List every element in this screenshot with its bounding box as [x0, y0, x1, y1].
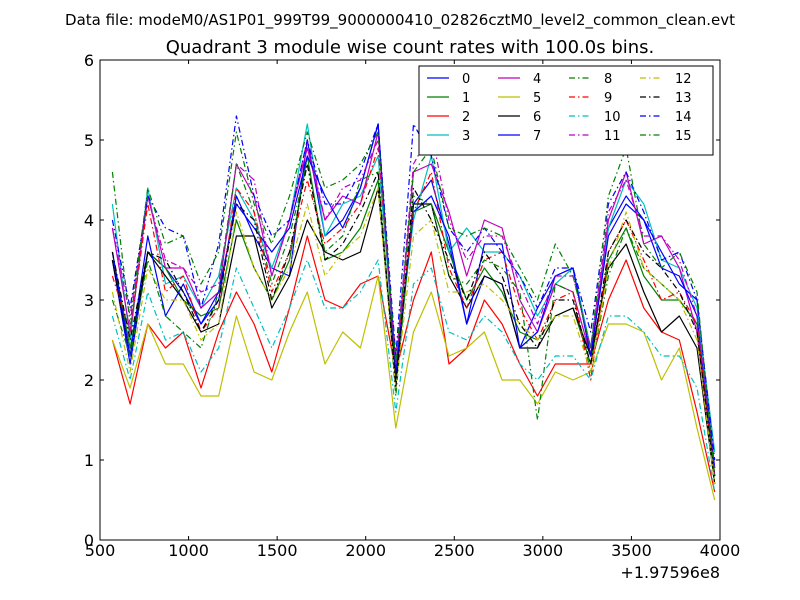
x-tick-label: 1000 [168, 541, 209, 560]
series-line-12 [111, 187, 716, 485]
legend-label-13: 13 [675, 91, 692, 106]
y-tick-label: 5 [84, 131, 94, 150]
series-line-5 [111, 275, 716, 501]
x-tick-label: 2000 [345, 541, 386, 560]
x-tick-label: 3500 [611, 541, 652, 560]
legend-label-4: 4 [533, 72, 541, 87]
y-tick-label: 1 [84, 451, 94, 470]
y-tick-label: 2 [84, 371, 94, 390]
series-layer [111, 115, 716, 501]
legend-label-9: 9 [604, 91, 612, 106]
legend-label-11: 11 [604, 129, 621, 144]
series-line-14 [111, 115, 716, 461]
chart-title: Quadrant 3 module wise count rates with … [166, 37, 655, 58]
series-line-6 [111, 187, 716, 485]
series-line-11 [111, 131, 716, 469]
legend-label-1: 1 [462, 91, 470, 106]
legend-label-3: 3 [462, 129, 470, 144]
x-offset-label: +1.97596e8 [620, 563, 720, 582]
figure-suptitle: Data file: modeM0/AS1P01_999T99_90000004… [65, 11, 735, 30]
series-line-13 [111, 163, 716, 477]
series-line-4 [111, 131, 716, 477]
legend-label-10: 10 [604, 110, 621, 125]
x-tick-label: 1500 [257, 541, 298, 560]
legend-frame [418, 65, 714, 156]
legend-label-5: 5 [533, 91, 541, 106]
legend-label-7: 7 [533, 129, 541, 144]
legend-label-6: 6 [533, 110, 541, 125]
legend-label-15: 15 [675, 129, 692, 144]
legend-label-8: 8 [604, 72, 612, 87]
x-tick-label: 2500 [434, 541, 475, 560]
y-tick-label: 3 [84, 291, 94, 310]
series-line-2 [111, 235, 716, 493]
series-line-8 [111, 163, 716, 485]
series-line-10 [111, 259, 716, 493]
series-line-15 [111, 131, 716, 477]
x-tick-label: 3000 [522, 541, 563, 560]
y-tick-label: 6 [84, 51, 94, 70]
y-tick-label: 4 [84, 211, 94, 230]
legend-label-2: 2 [462, 110, 470, 125]
legend-label-12: 12 [675, 72, 692, 87]
legend-label-14: 14 [675, 110, 692, 125]
legend-label-0: 0 [462, 72, 470, 87]
x-tick-label: 500 [85, 541, 116, 560]
x-tick-label: 4000 [700, 541, 741, 560]
y-tick-label: 0 [84, 531, 94, 550]
